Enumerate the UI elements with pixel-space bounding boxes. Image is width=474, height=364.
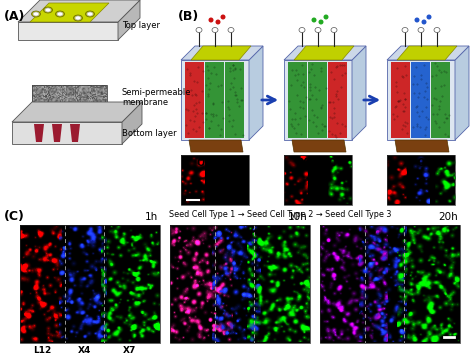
Bar xyxy=(32,85,107,107)
Polygon shape xyxy=(294,46,354,60)
Text: 1h: 1h xyxy=(145,212,158,222)
Text: Top layer: Top layer xyxy=(122,21,160,31)
Ellipse shape xyxy=(418,28,424,32)
Ellipse shape xyxy=(311,17,317,23)
Ellipse shape xyxy=(421,20,427,24)
Ellipse shape xyxy=(55,11,64,17)
Text: Seed Cell Type 1 → Seed Cell Type 2 → Seed Cell Type 3: Seed Cell Type 1 → Seed Cell Type 2 → Se… xyxy=(169,210,391,219)
Ellipse shape xyxy=(33,12,39,16)
Ellipse shape xyxy=(319,20,323,24)
Polygon shape xyxy=(70,124,80,142)
Ellipse shape xyxy=(220,15,226,20)
Bar xyxy=(320,225,460,343)
Polygon shape xyxy=(52,124,62,142)
Text: Semi-permeable
membrane: Semi-permeable membrane xyxy=(122,88,191,107)
Polygon shape xyxy=(191,46,251,60)
Polygon shape xyxy=(249,46,263,140)
Bar xyxy=(205,62,224,138)
Text: 20h: 20h xyxy=(438,212,458,222)
Bar xyxy=(431,62,450,138)
Bar xyxy=(185,62,204,138)
Ellipse shape xyxy=(323,15,328,20)
Bar xyxy=(320,225,460,343)
Ellipse shape xyxy=(85,11,94,17)
Polygon shape xyxy=(395,140,449,152)
Text: X  X  O: X X O xyxy=(300,158,337,168)
Polygon shape xyxy=(352,46,366,140)
Polygon shape xyxy=(181,46,263,60)
Bar xyxy=(170,225,310,343)
Bar xyxy=(181,155,249,205)
Polygon shape xyxy=(34,124,44,142)
Polygon shape xyxy=(18,22,118,40)
Polygon shape xyxy=(284,46,366,60)
Text: L12: L12 xyxy=(33,346,52,355)
Ellipse shape xyxy=(45,8,51,12)
Polygon shape xyxy=(181,60,249,140)
Ellipse shape xyxy=(331,28,337,32)
Polygon shape xyxy=(455,46,469,140)
Text: O  X  X: O X X xyxy=(197,158,233,168)
Ellipse shape xyxy=(299,28,305,32)
Ellipse shape xyxy=(212,28,218,32)
Ellipse shape xyxy=(209,17,213,23)
Polygon shape xyxy=(189,140,243,152)
Text: X  O  X: X O X xyxy=(402,158,439,168)
Bar xyxy=(170,225,310,343)
Text: X7: X7 xyxy=(122,346,136,355)
Ellipse shape xyxy=(196,28,202,32)
Bar xyxy=(20,225,160,343)
Ellipse shape xyxy=(414,17,419,23)
Text: X4: X4 xyxy=(78,346,91,355)
Bar xyxy=(288,62,307,138)
Polygon shape xyxy=(387,46,469,60)
Text: (C): (C) xyxy=(4,210,25,223)
Bar xyxy=(387,155,455,205)
Polygon shape xyxy=(12,122,122,144)
Ellipse shape xyxy=(434,28,440,32)
Bar xyxy=(181,155,249,205)
Bar xyxy=(328,62,347,138)
Text: (B): (B) xyxy=(178,10,199,23)
Ellipse shape xyxy=(87,12,93,16)
Ellipse shape xyxy=(44,7,53,13)
Text: (A): (A) xyxy=(4,10,26,23)
Polygon shape xyxy=(292,140,346,152)
Polygon shape xyxy=(118,0,140,40)
Text: 10h: 10h xyxy=(288,212,308,222)
Ellipse shape xyxy=(57,12,63,16)
Polygon shape xyxy=(30,3,109,22)
Bar xyxy=(284,155,352,205)
Ellipse shape xyxy=(216,20,220,24)
Ellipse shape xyxy=(73,15,82,21)
Ellipse shape xyxy=(228,28,234,32)
Polygon shape xyxy=(284,60,352,140)
Bar xyxy=(308,62,327,138)
Ellipse shape xyxy=(31,11,40,17)
Polygon shape xyxy=(122,102,142,144)
Ellipse shape xyxy=(402,28,408,32)
Bar xyxy=(391,62,410,138)
Polygon shape xyxy=(397,46,457,60)
Bar xyxy=(284,155,352,205)
Ellipse shape xyxy=(75,16,81,20)
Polygon shape xyxy=(18,0,140,22)
Bar xyxy=(20,225,160,343)
Polygon shape xyxy=(387,60,455,140)
Text: Bottom layer: Bottom layer xyxy=(122,128,177,138)
Bar xyxy=(387,155,455,205)
Bar xyxy=(225,62,244,138)
Ellipse shape xyxy=(427,15,431,20)
Ellipse shape xyxy=(315,28,321,32)
Polygon shape xyxy=(12,102,142,122)
Bar xyxy=(411,62,430,138)
